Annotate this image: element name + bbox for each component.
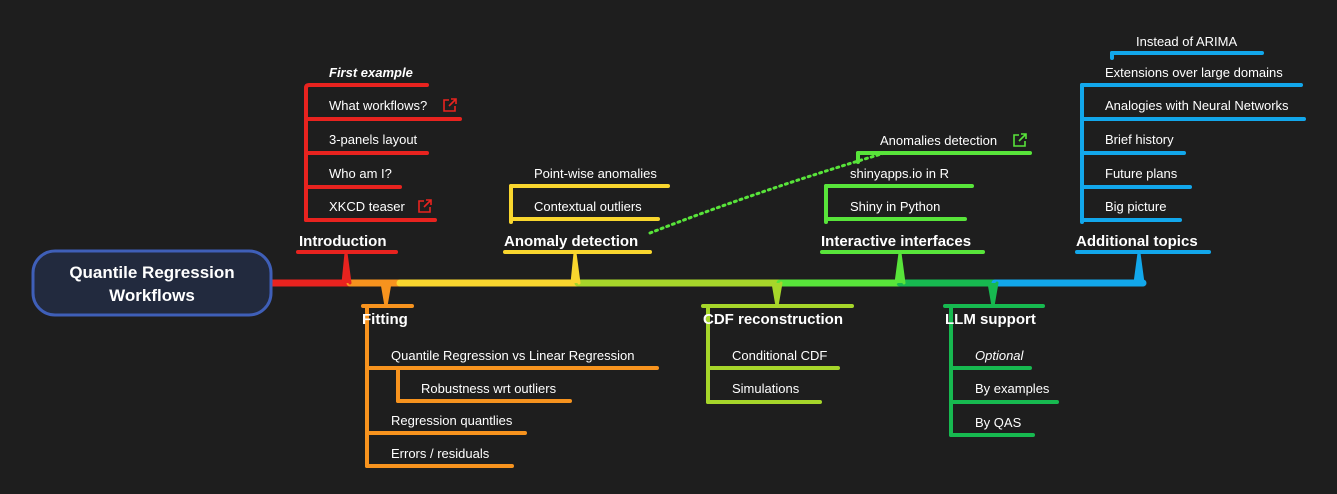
anomaly-item-point-wise[interactable]: Point-wise anomalies [534,166,657,181]
root-node-box [31,249,273,317]
additional-stem [1133,252,1145,285]
additional-item-future-plans[interactable]: Future plans [1105,166,1178,181]
interactive-stem [894,252,906,285]
branch-llm [943,281,1059,437]
fitting-item-qr-vs-lr[interactable]: Quantile Regression vs Linear Regression [391,348,635,363]
llm-stem [987,281,999,307]
additional-label[interactable]: Additional topics [1076,233,1198,250]
fitting-item-regression-quantlies[interactable]: Regression quantlies [391,413,513,428]
fitting-stem [380,281,392,307]
anomaly-label[interactable]: Anomaly detection [504,233,638,250]
branch-anomaly [503,184,670,285]
llm-item-optional[interactable]: Optional [975,348,1025,363]
llm-item-by-examples[interactable]: By examples [975,381,1050,396]
llm-item-by-qas[interactable]: By QAS [975,415,1022,430]
interactive-item-shiny-python[interactable]: Shiny in Python [850,199,940,214]
additional-item-extensions[interactable]: Extensions over large domains [1105,65,1283,80]
cdf-stem [771,281,783,307]
cdf-item-simulations[interactable]: Simulations [732,381,800,396]
interactive-item-anomalies-detection[interactable]: Anomalies detection [880,133,997,148]
anomaly-item-contextual[interactable]: Contextual outliers [534,199,642,214]
anomaly-stem [570,252,581,285]
root-title-line1: Quantile Regression [69,263,234,282]
branch-interactive [820,151,1032,285]
external-link-icon[interactable] [418,199,432,213]
llm-label[interactable]: LLM support [945,311,1036,328]
fitting-item-errors-residuals[interactable]: Errors / residuals [391,446,490,461]
root-node[interactable]: Quantile Regression Workflows [31,249,273,317]
cdf-label[interactable]: CDF reconstruction [703,311,843,328]
branch-fitting [361,281,659,468]
external-link-icon[interactable] [443,98,457,112]
introduction-item-what-workflows[interactable]: What workflows? [329,98,427,113]
additional-item-brief-history[interactable]: Brief history [1105,132,1174,147]
cdf-item-conditional[interactable]: Conditional CDF [732,348,827,363]
additional-item-analogies[interactable]: Analogies with Neural Networks [1105,98,1289,113]
external-link-icon[interactable] [1013,133,1027,147]
additional-item-instead-of-arima[interactable]: Instead of ARIMA [1136,34,1237,49]
branch-introduction [296,83,462,285]
introduction-stem [341,252,352,285]
fitting-item-robustness[interactable]: Robustness wrt outliers [421,381,557,396]
fitting-label[interactable]: Fitting [362,311,408,328]
introduction-rail-1 [304,83,429,90]
interactive-item-shinyapps[interactable]: shinyapps.io in R [850,166,949,181]
introduction-item-who-am-i[interactable]: Who am I? [329,166,392,181]
additional-item-big-picture[interactable]: Big picture [1105,199,1166,214]
branch-additional [1075,51,1306,285]
root-title-line2: Workflows [109,286,195,305]
introduction-item-xkcd-teaser[interactable]: XKCD teaser [329,199,406,214]
introduction-item-first-example[interactable]: First example [329,65,413,80]
introduction-item-3-panels-layout[interactable]: 3-panels layout [329,132,418,147]
branch-cdf [701,281,854,404]
introduction-label[interactable]: Introduction [299,233,386,250]
interactive-label[interactable]: Interactive interfaces [821,233,971,250]
